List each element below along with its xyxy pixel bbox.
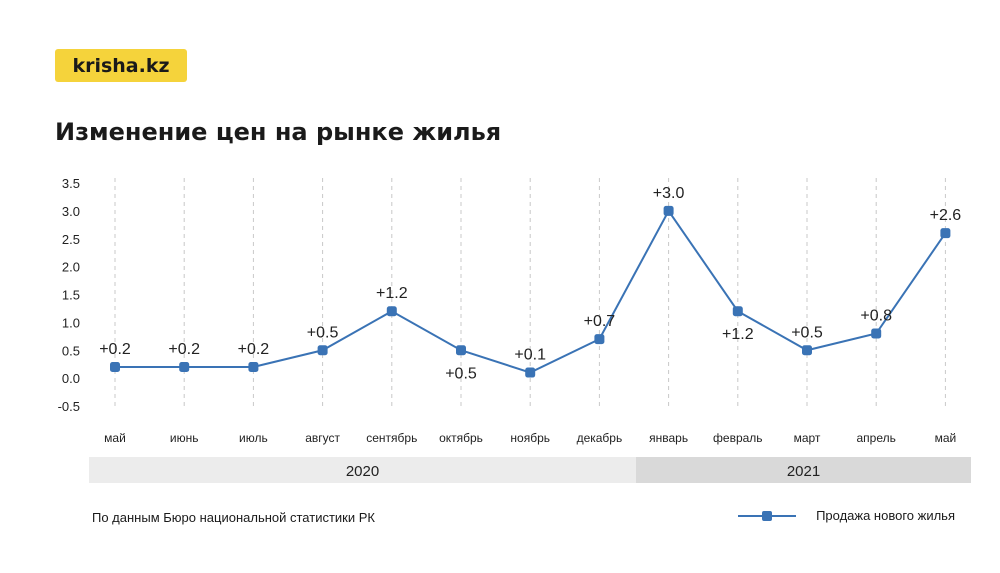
x-tick-label: сентябрь [366,431,417,445]
data-point [386,306,397,317]
year-label: 2020 [346,463,379,480]
data-label: +1.2 [376,285,408,302]
year-band [636,457,971,483]
y-axis-ticks: 3.5 3.0 2.5 2.0 1.5 1.0 0.5 0.0 -0.5 [58,176,80,414]
data-label: +0.2 [238,341,270,358]
x-tick-label: май [104,431,126,445]
x-tick-label: апрель [857,431,896,445]
grid-lines [114,178,946,410]
data-point [871,328,882,339]
data-point [732,306,743,317]
data-point [802,345,812,356]
x-tick-label: ноябрь [510,431,550,445]
year-label: 2021 [787,463,820,480]
x-tick-label: июль [239,431,268,445]
data-point [456,345,466,356]
year-bands: 2020 2021 [89,457,971,483]
data-point [317,345,328,356]
krisha-logo: krisha.kz [55,49,187,82]
x-tick-label: май [935,431,957,445]
legend-line-marker [738,510,797,521]
y-tick-label: -0.5 [58,399,80,414]
x-tick-label: январь [649,431,688,445]
series-line [110,205,951,378]
data-point [594,334,605,345]
y-tick-label: 0.0 [62,371,80,386]
data-point [663,205,674,216]
data-label: +3.0 [653,185,685,202]
data-label: +0.5 [445,365,477,382]
x-tick-label: октябрь [439,431,483,445]
y-tick-label: 3.5 [62,176,80,191]
data-point [179,361,190,372]
legend: Продажа нового жилья [738,508,955,523]
y-tick-label: 1.5 [62,288,80,303]
data-label: +2.6 [930,207,962,224]
x-axis-ticks: май июнь июль август сентябрь октябрь ноябрь де… [104,431,956,445]
data-label: +0.1 [514,347,546,364]
data-label: +0.2 [168,341,200,358]
x-tick-label: март [794,431,821,445]
chart-title: Изменение цен на рынке жилья [55,118,502,146]
x-tick-label: июнь [170,431,199,445]
y-tick-label: 3.0 [62,204,80,219]
data-label: +1.2 [722,326,754,343]
data-point [525,367,536,378]
y-tick-label: 2.0 [62,260,80,275]
y-tick-label: 0.5 [62,343,80,358]
year-band [89,457,636,483]
data-point [940,228,951,239]
data-labels: +0.2 +0.2 +0.2 +0.5 +1.2 +0.5 +0.1 +0.7 +3.0 +1.2… [99,185,961,382]
x-tick-label: декабрь [577,431,623,445]
x-tick-label: февраль [713,431,763,445]
y-tick-label: 2.5 [62,232,80,247]
data-label: +0.8 [860,308,892,325]
data-point [248,361,259,372]
data-point [110,361,120,372]
legend-label: Продажа нового жилья [816,508,955,523]
data-label: +0.7 [584,313,616,330]
data-label: +0.5 [307,324,339,341]
data-label: +0.2 [99,341,131,358]
y-tick-label: 1.0 [62,315,80,330]
x-tick-label: август [305,431,340,445]
data-label: +0.5 [791,324,823,341]
source-note: По данным Бюро национальной статистики Р… [92,510,375,525]
